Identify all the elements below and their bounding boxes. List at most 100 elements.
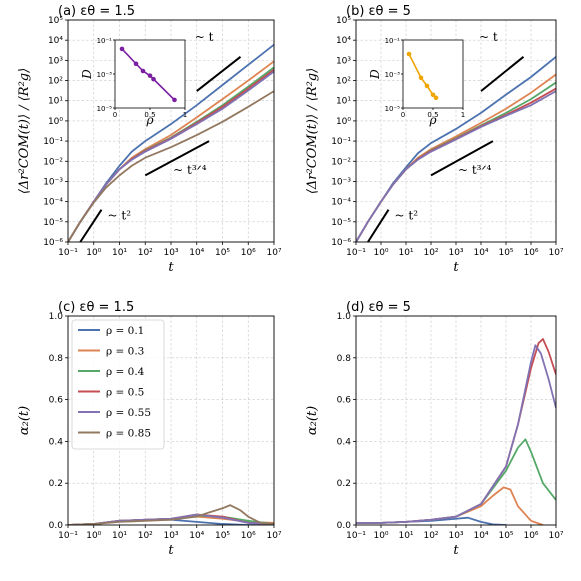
y-axis-label: ⟨Δr²COM(t)⟩ / ⟨R²g⟩: [305, 68, 320, 194]
y-tick-label: 10¹: [48, 97, 63, 107]
x-tick-label: 10⁻¹: [58, 531, 78, 541]
x-axis-label: t: [168, 543, 174, 558]
inset-point: [430, 92, 436, 98]
inset-point: [433, 95, 439, 101]
inset-x-tick-label: 1: [461, 111, 465, 119]
x-axis-label: t: [453, 543, 459, 558]
inset-y-tick-label: 10⁻⁵: [385, 105, 401, 113]
series-group: [356, 56, 556, 242]
y-tick-label: 10⁻²: [43, 157, 63, 167]
inset-y-tick-label: 10⁻¹: [385, 37, 401, 45]
inset-point: [172, 97, 177, 103]
series-line-b-4: [356, 90, 556, 242]
slope-annotation: ~ t²: [108, 209, 132, 223]
y-tick-label: 0.6: [49, 396, 64, 406]
x-tick-label: 10⁴: [189, 531, 204, 541]
legend-label: ρ = 0.4: [106, 366, 145, 378]
x-tick-label: 10⁷: [548, 531, 563, 541]
x-axis-label: t: [168, 260, 174, 275]
y-tick-label: 10⁵: [48, 16, 63, 26]
x-tick-label: 10¹: [398, 248, 413, 258]
y-tick-label: 10⁻⁶: [331, 238, 351, 248]
y-tick-label: 10¹: [336, 97, 351, 107]
x-tick-label: 10²: [138, 531, 153, 541]
x-tick-label: 10⁶: [241, 248, 256, 258]
legend-label: ρ = 0.3: [106, 346, 144, 358]
panel-c: 10⁻¹ 10⁰ 10¹ 10² 10³ 10⁴ 10⁵ 10⁶ 10⁷ 0.0 0.2 0.4 0.6…: [17, 300, 282, 558]
y-tick-label: 10⁻²: [331, 157, 351, 167]
inset: 0 0.5 1 10⁻⁵ 10⁻³ 10⁻¹ ρ D: [368, 37, 465, 127]
x-tick-label: 10⁰: [373, 531, 388, 541]
slope-annotation: ~ t: [479, 30, 498, 44]
legend-label: ρ = 0.5: [106, 387, 144, 399]
inset-y-tick-label: 10⁻³: [97, 71, 113, 79]
panel-d: 10⁻¹ 10⁰ 10¹ 10² 10³ 10⁴ 10⁵ 10⁶ 10⁷ 0.0 0.2 0.4 0.6…: [305, 300, 564, 558]
slope-annotation: ~ t²: [395, 209, 419, 223]
y-tick-label: 0.8: [49, 354, 64, 364]
legend-label: ρ = 0.55: [106, 407, 151, 419]
panel-a: 10⁻¹ 10⁰ 10¹ 10² 10³ 10⁴ 10⁵ 10⁶ 10⁷ 10⁻⁶ 10⁻⁵ 10⁻⁴…: [17, 4, 282, 275]
inset-line: [121, 48, 176, 101]
plot-frame: [67, 19, 275, 243]
x-tick-label: 10⁻¹: [346, 248, 366, 258]
plot-frame: [355, 19, 557, 243]
y-tick-label: 10³: [336, 56, 351, 66]
y-tick-label: 0.4: [337, 437, 352, 447]
inset-x-tick-label: 0.5: [144, 111, 155, 119]
inset-frame: [402, 39, 464, 109]
x-tick-label: 10³: [448, 248, 463, 258]
x-tick-label: 10¹: [112, 531, 127, 541]
y-tick-label: 10⁵: [336, 16, 351, 26]
x-tick-label: 10⁻¹: [346, 531, 366, 541]
plot-frame: [355, 315, 557, 526]
slope-guide: [430, 140, 494, 177]
plot-frame: [67, 315, 275, 526]
x-tick-label: 10⁵: [215, 248, 230, 258]
inset-y-tick-label: 10⁻¹: [97, 37, 113, 45]
x-tick-label: 10³: [448, 531, 463, 541]
y-tick-label: 10⁻⁵: [43, 218, 63, 228]
x-tick-label: 10⁻¹: [58, 248, 78, 258]
y-tick-label: 1.0: [337, 312, 352, 322]
inset: 0 0.5 1 10⁻⁵ 10⁻³ 10⁻¹ ρ D: [80, 37, 187, 127]
y-tick-label: 1.0: [49, 312, 64, 322]
y-tick-label: 10⁻¹: [331, 137, 351, 147]
slope-guide: [144, 140, 210, 177]
y-tick-label: 10⁻⁴: [331, 198, 351, 208]
x-tick-label: 10⁵: [498, 248, 513, 258]
inset-y-tick-label: 10⁻⁵: [97, 105, 113, 113]
y-tick-label: 0.2: [49, 479, 63, 489]
x-tick-label: 10²: [423, 531, 438, 541]
x-tick-label: 10⁶: [523, 531, 538, 541]
y-tick-label: 10⁻³: [331, 177, 351, 187]
y-axis-label: α₂(t): [305, 406, 320, 435]
y-tick-label: 10⁻⁴: [43, 198, 63, 208]
slope-guide: [79, 209, 103, 243]
panel-title: (a) εθ = 1.5: [58, 4, 135, 19]
y-tick-label: 0.4: [49, 437, 64, 447]
y-tick-label: 0.0: [337, 521, 352, 531]
y-tick-label: 10²: [48, 77, 63, 87]
inset-y-tick-label: 10⁻³: [385, 71, 401, 79]
series-group: [68, 43, 274, 242]
slope-guide: [196, 56, 242, 92]
inset-x-label: ρ: [145, 113, 153, 127]
x-tick-label: 10⁰: [373, 248, 388, 258]
panel-title: (b) εθ = 5: [346, 4, 411, 19]
x-tick-label: 10⁶: [523, 248, 538, 258]
inset-y-label: D: [80, 69, 94, 80]
inset-point: [133, 61, 139, 67]
series-line-a-5: [68, 90, 274, 242]
x-tick-label: 10⁶: [241, 531, 256, 541]
x-tick-label: 10⁷: [266, 531, 281, 541]
x-tick-label: 10⁰: [86, 531, 101, 541]
legend-label: ρ = 0.85: [106, 428, 151, 440]
y-tick-label: 10⁴: [336, 36, 351, 46]
y-tick-label: 0.6: [337, 396, 352, 406]
y-tick-label: 10⁻⁶: [43, 238, 63, 248]
inset-point: [418, 75, 424, 81]
inset-x-tick-label: 0: [113, 111, 117, 119]
inset-y-label: D: [368, 69, 382, 80]
inset-point: [406, 51, 412, 57]
